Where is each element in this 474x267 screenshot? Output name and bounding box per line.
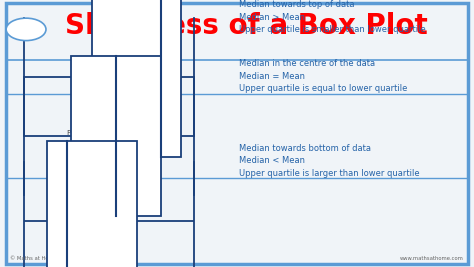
Text: Left Skew: Left Skew	[119, 162, 154, 168]
Text: Skewness of a Box Plot: Skewness of a Box Plot	[65, 12, 428, 40]
FancyBboxPatch shape	[6, 3, 468, 264]
Bar	[71, 56, 161, 216]
Text: Upper quartile is smaller than lower quartile: Upper quartile is smaller than lower qua…	[239, 25, 426, 34]
Text: Median in the centre of the data: Median in the centre of the data	[239, 59, 375, 68]
Text: MATHS: MATHS	[18, 23, 34, 27]
Text: Positive Skew: Positive Skew	[67, 130, 116, 136]
Text: © Maths at Home: © Maths at Home	[10, 256, 57, 261]
Text: Symmetric: Symmetric	[97, 221, 136, 227]
Circle shape	[6, 18, 46, 41]
Text: Upper quartile is larger than lower quartile: Upper quartile is larger than lower quar…	[239, 169, 420, 178]
Text: Upper quartile is equal to lower quartile: Upper quartile is equal to lower quartil…	[239, 84, 408, 93]
Text: www.mathsathome.com: www.mathsathome.com	[400, 256, 464, 261]
Text: Median > Mean: Median > Mean	[239, 13, 305, 22]
Text: No Skew: No Skew	[100, 45, 132, 51]
Text: Median < Mean: Median < Mean	[239, 156, 305, 166]
Text: Median = Mean: Median = Mean	[239, 72, 305, 81]
Text: home: home	[20, 29, 32, 33]
Text: Median towards bottom of data: Median towards bottom of data	[239, 144, 371, 153]
Bar	[91, 0, 182, 157]
Bar	[47, 141, 137, 267]
Text: Median towards top of data: Median towards top of data	[239, 0, 355, 9]
